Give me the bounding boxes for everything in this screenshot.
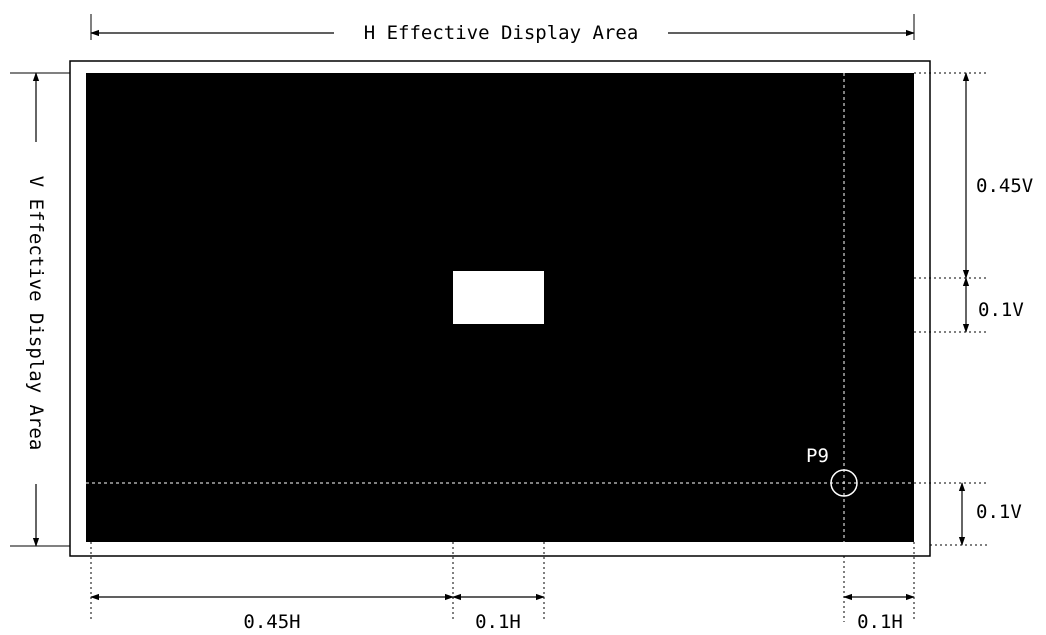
white-window <box>453 271 544 324</box>
dim-01v-bottom-label: 0.1V <box>976 501 1022 523</box>
h-area-label: H Effective Display Area <box>364 22 639 44</box>
p9-label: P9 <box>806 445 829 467</box>
dim-01h-right-label: 0.1H <box>857 611 903 633</box>
dim-01v-top-label: 0.1V <box>978 299 1024 321</box>
v-area-label: V Effective Display Area <box>25 176 47 451</box>
p9-marker <box>830 469 858 497</box>
dim-045v-label: 0.45V <box>976 175 1033 197</box>
panel-outline <box>69 60 931 557</box>
dim-045h-label: 0.45H <box>243 611 300 633</box>
dim-01h-mid-label: 0.1H <box>475 611 521 633</box>
